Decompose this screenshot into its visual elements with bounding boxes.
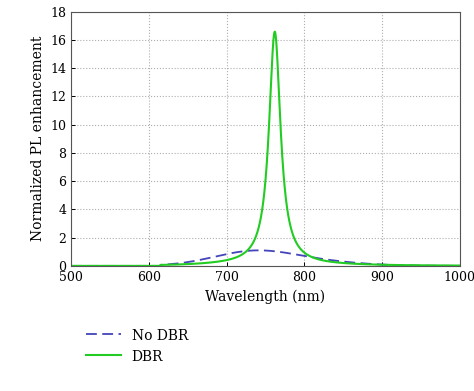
DBR: [437, 263, 442, 268]
No DBR: [457, 264, 463, 268]
X-axis label: Wavelength (nm): Wavelength (nm): [205, 289, 326, 304]
Y-axis label: Normalized PL enhancement: Normalized PL enhancement: [31, 36, 45, 242]
No DBR: [68, 264, 74, 268]
DBR: [457, 263, 463, 268]
DBR: [91, 264, 97, 268]
No DBR: [70, 264, 76, 268]
No DBR: [84, 264, 90, 268]
No DBR: [256, 248, 262, 253]
No DBR: [91, 264, 97, 268]
Legend: No DBR, DBR: No DBR, DBR: [86, 329, 188, 364]
DBR: [68, 264, 74, 268]
DBR: [70, 264, 76, 268]
No DBR: [258, 248, 264, 253]
DBR: [84, 264, 90, 268]
No DBR: [145, 264, 150, 268]
DBR: [258, 214, 264, 219]
DBR: [145, 264, 150, 268]
Line: No DBR: No DBR: [71, 250, 460, 266]
No DBR: [437, 264, 442, 268]
Line: DBR: DBR: [71, 32, 460, 266]
DBR: [272, 29, 278, 34]
